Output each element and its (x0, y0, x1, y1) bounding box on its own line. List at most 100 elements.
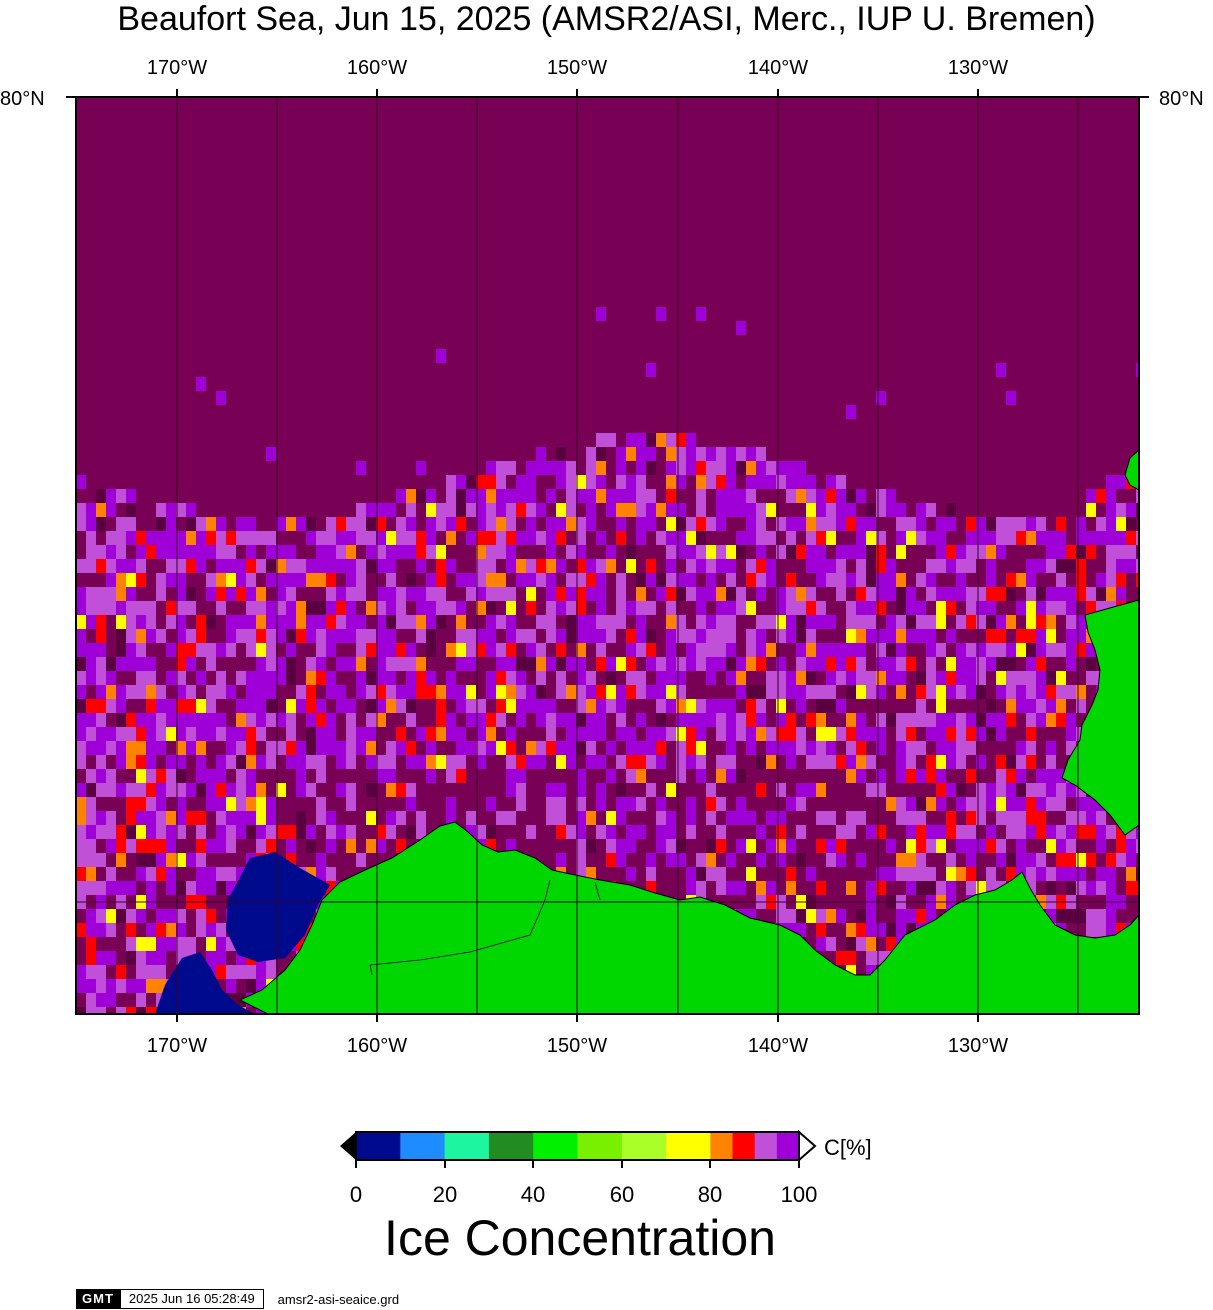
ice-cell (126, 755, 136, 769)
ice-cell (346, 573, 356, 587)
ice-cell (576, 867, 586, 881)
ice-cell (916, 699, 926, 713)
ice-cell (176, 741, 186, 755)
ice-cell (666, 615, 676, 629)
ice-cell (306, 741, 316, 755)
ice-cell (1066, 657, 1076, 671)
ice-cell (1056, 643, 1066, 657)
ice-cell (836, 503, 846, 517)
ice-cell (246, 685, 256, 699)
ice-cell (936, 615, 946, 629)
ice-cell (906, 839, 916, 853)
ice-cell (696, 475, 706, 489)
ice-cell (316, 741, 326, 755)
ice-cell (136, 643, 146, 657)
ice-cell (606, 671, 616, 685)
ice-cell (266, 447, 276, 461)
ice-cell (1036, 517, 1046, 531)
ice-cell (786, 839, 796, 853)
ice-cell (76, 587, 86, 601)
ice-cell (346, 629, 356, 643)
ice-cell (106, 489, 116, 503)
ice-cell (1026, 559, 1036, 573)
ice-cell (186, 741, 196, 755)
ice-cell (906, 531, 916, 545)
ice-cell (126, 601, 136, 615)
ice-cell (596, 699, 606, 713)
lat-label-left-80n: 80°N (0, 88, 45, 110)
ice-cell (376, 825, 386, 839)
ice-cell (446, 503, 456, 517)
ice-cell (616, 615, 626, 629)
ice-cell (896, 643, 906, 657)
ice-cell (386, 545, 396, 559)
ice-cell (106, 979, 116, 993)
ice-cell (376, 615, 386, 629)
ice-cell (266, 531, 276, 545)
ice-cell (316, 601, 326, 615)
ice-cell (446, 643, 456, 657)
ice-cell (956, 559, 966, 573)
ice-cell (726, 461, 736, 475)
ice-cell (336, 601, 346, 615)
ice-cell (116, 489, 126, 503)
ice-cell (886, 657, 896, 671)
ice-cell (856, 573, 866, 587)
ice-cell (716, 447, 726, 461)
ice-cell (126, 741, 136, 755)
ice-cell (136, 909, 146, 923)
ice-cell (1026, 657, 1036, 671)
ice-cell (1046, 755, 1056, 769)
ice-cell (416, 587, 426, 601)
ice-cell (706, 587, 716, 601)
ice-cell (136, 965, 146, 979)
ice-cell (706, 545, 716, 559)
ice-cell (596, 573, 606, 587)
ice-cell (1026, 671, 1036, 685)
ice-cell (636, 671, 646, 685)
ice-cell (1026, 517, 1036, 531)
ice-cell (1016, 825, 1026, 839)
ice-cell (576, 783, 586, 797)
ice-cell (526, 517, 536, 531)
ice-cell (686, 587, 696, 601)
ice-cell (766, 461, 776, 475)
ice-cell (316, 853, 326, 867)
ice-cell (806, 629, 816, 643)
ice-cell (236, 713, 246, 727)
ice-cell (346, 531, 356, 545)
ice-cell (796, 461, 806, 475)
ice-cell (326, 713, 336, 727)
ice-cell (366, 545, 376, 559)
ice-cell (646, 867, 656, 881)
ice-cell (366, 671, 376, 685)
ice-cell (96, 671, 106, 685)
ice-cell (126, 615, 136, 629)
ice-cell (1126, 545, 1136, 559)
ice-cell (576, 545, 586, 559)
ice-cell (756, 615, 766, 629)
ice-cell (776, 741, 786, 755)
ice-cell (136, 825, 146, 839)
ice-cell (436, 587, 446, 601)
ice-cell (806, 867, 816, 881)
ice-cell (126, 657, 136, 671)
ice-cell (986, 601, 996, 615)
ice-cell (1096, 601, 1106, 615)
ice-cell (1006, 573, 1016, 587)
ice-cell (216, 727, 226, 741)
ice-cell (716, 475, 726, 489)
ice-cell (976, 713, 986, 727)
ice-cell (836, 839, 846, 853)
ice-cell (496, 489, 506, 503)
ice-cell (96, 699, 106, 713)
ice-cell (706, 461, 716, 475)
ice-cell (976, 601, 986, 615)
ice-cell (876, 741, 886, 755)
ice-cell (686, 573, 696, 587)
ice-cell (1076, 573, 1086, 587)
ice-cell (1016, 685, 1026, 699)
ice-cell (936, 741, 946, 755)
ice-cell (306, 727, 316, 741)
ice-cell (366, 755, 376, 769)
